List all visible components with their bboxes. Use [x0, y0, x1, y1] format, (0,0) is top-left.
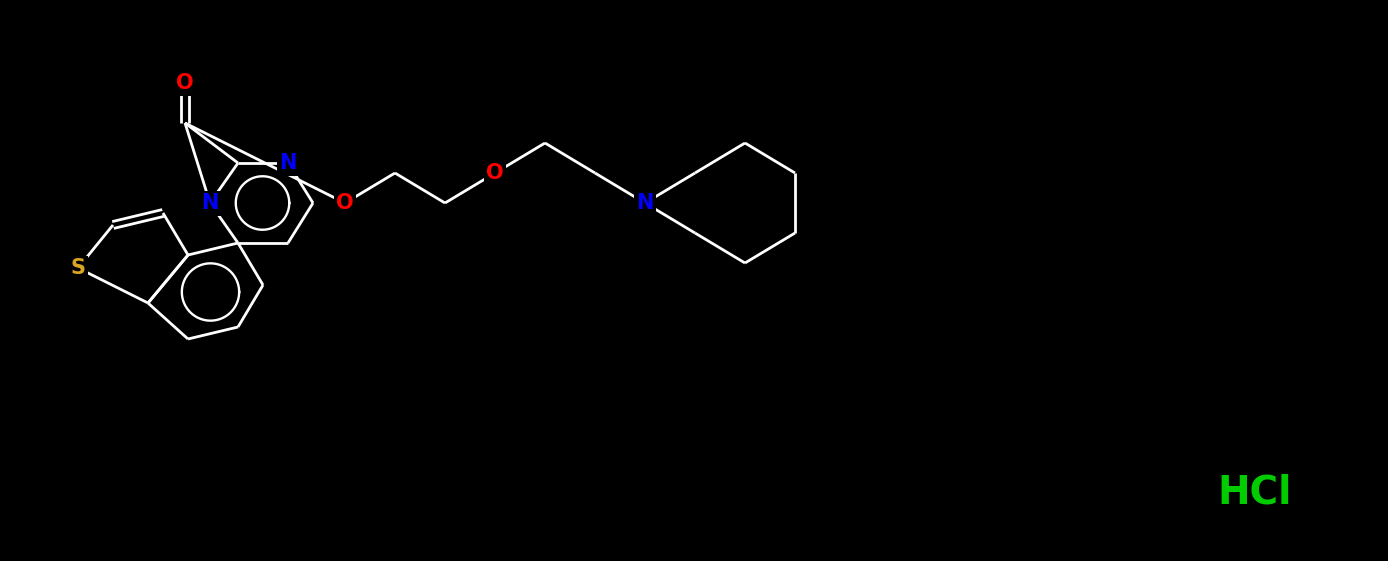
- Text: HCl: HCl: [1217, 474, 1292, 512]
- Text: O: O: [486, 163, 504, 183]
- Text: N: N: [201, 193, 219, 213]
- Text: N: N: [636, 193, 654, 213]
- Text: O: O: [176, 73, 194, 93]
- Text: S: S: [71, 258, 86, 278]
- Text: O: O: [336, 193, 354, 213]
- Text: N: N: [279, 153, 297, 173]
